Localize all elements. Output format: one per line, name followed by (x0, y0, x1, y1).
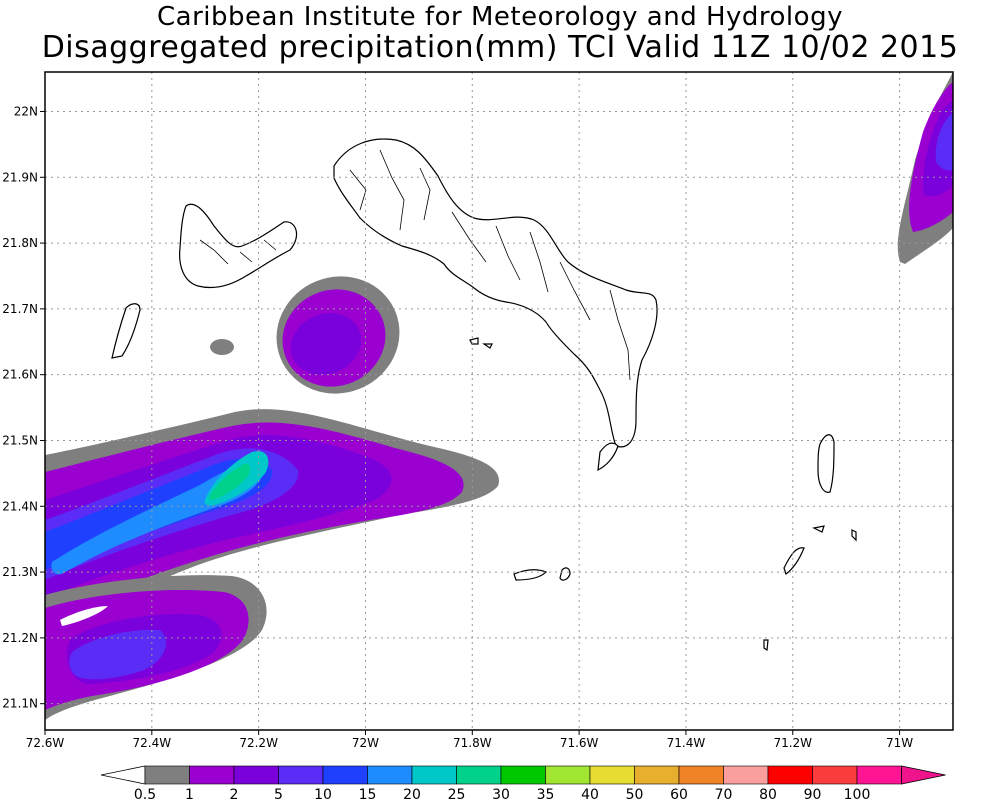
lon-tick-label: 72.2W (239, 736, 278, 750)
island-east-caicos-coast (597, 442, 619, 472)
colorbar-label: 50 (626, 787, 644, 800)
colorbar-label: 90 (804, 787, 822, 800)
colorbar-swatch (589, 765, 635, 785)
lat-tick-label: 22N (14, 104, 38, 118)
colorbar-label: 10 (314, 787, 332, 800)
island-small-cay-2 (812, 525, 825, 533)
colorbar-swatch (189, 765, 235, 785)
colorbar-swatch (545, 765, 591, 785)
colorbar-over-arrow (901, 765, 946, 785)
colorbar-label: 15 (359, 787, 377, 800)
precip-band-main (45, 409, 500, 632)
colorbar-swatch (367, 765, 413, 785)
lat-tick-label: 21.4N (2, 499, 38, 513)
coastlines (111, 138, 857, 652)
precip-fields (45, 72, 953, 720)
precip-blob-south (45, 575, 267, 720)
colorbar-label: 5 (274, 787, 283, 800)
colorbar-swatch (723, 765, 769, 785)
colorbar-swatch (678, 765, 724, 785)
lon-tick-label: 71.8W (453, 736, 492, 750)
map-frame (44, 71, 954, 731)
lon-tick-label: 71W (886, 736, 913, 750)
colorbar-label: 30 (492, 787, 510, 800)
island-small-cay-5 (482, 343, 493, 349)
colorbar-swatch (411, 765, 457, 785)
precip-blob-central (276, 276, 400, 394)
colorbar-label: 2 (230, 787, 239, 800)
lat-tick-label: 21.3N (2, 565, 38, 579)
island-small-cay-4 (469, 337, 479, 345)
island-small-cay-3 (851, 529, 857, 542)
lat-tick-label: 21.1N (2, 697, 38, 711)
colorbar-swatch (767, 765, 813, 785)
lat-tick-label: 21.8N (2, 236, 38, 250)
colorbar-swatch (500, 765, 546, 785)
lat-tick-label: 21.6N (2, 368, 38, 382)
lat-tick-label: 21.7N (2, 302, 38, 316)
island-ambergris-cay (559, 567, 571, 581)
colorbar-under-arrow (100, 765, 146, 785)
colorbar-label: 0.5 (134, 787, 156, 800)
lon-tick-label: 72W (352, 736, 379, 750)
grid-lines (45, 72, 953, 730)
island-south-caicos (513, 569, 548, 581)
island-grand-turk (817, 434, 835, 493)
colorbar-label: 70 (715, 787, 733, 800)
colorbar-label: 80 (759, 787, 777, 800)
lon-tick-label: 71.2W (773, 736, 812, 750)
island-small-cay-1 (763, 639, 769, 652)
colorbar-swatch (634, 765, 680, 785)
colorbar-swatch (456, 765, 502, 785)
lat-tick-label: 21.5N (2, 433, 38, 447)
title-block: Caribbean Institute for Meteorology and … (0, 2, 1000, 64)
island-north-caicos-west (179, 203, 298, 289)
district-boundaries (199, 149, 631, 381)
title-product: Disaggregated precipitation(mm) TCI Vali… (41, 30, 959, 65)
title-institute: Caribbean Institute for Meteorology and … (157, 2, 843, 32)
colorbar-swatch (812, 765, 858, 785)
colorbar-swatch (322, 765, 368, 785)
precip-blob-small (210, 339, 234, 355)
colorbar-swatch (856, 765, 902, 785)
lat-tick-label: 21.2N (2, 631, 38, 645)
lat-tick-label: 21.9N (2, 170, 38, 184)
colorbar: 0.5 1 2 5 10 15 20 25 30 35 40 50 60 70 80 90 100 (100, 765, 946, 800)
colorbar-label: 60 (670, 787, 688, 800)
colorbar-label: 1 (185, 787, 194, 800)
colorbar-label: 100 (844, 787, 871, 800)
island-caicos-main (333, 138, 658, 448)
colorbar-label: 40 (581, 787, 599, 800)
colorbar-swatch (144, 765, 190, 785)
island-west-caicos (111, 303, 141, 359)
island-salt-cay (783, 547, 805, 575)
colorbar-label: 20 (403, 787, 421, 800)
colorbar-swatch (278, 765, 324, 785)
precip-blob-northeast (897, 72, 953, 264)
colorbar-swatch (233, 765, 279, 785)
lon-tick-label: 71.4W (667, 736, 706, 750)
lon-tick-label: 72.6W (26, 736, 65, 750)
lat-tick-labels: 21.1N 21.2N 21.3N 21.4N 21.5N 21.6N 21.7N 21.8N… (2, 104, 45, 711)
colorbar-label: 25 (448, 787, 466, 800)
colorbar-label: 35 (537, 787, 555, 800)
lon-tick-labels: 72.6W 72.4W 72.2W 72W 71.8W 71.6W 71.4W 71.2W 71… (26, 730, 913, 750)
lon-tick-label: 71.6W (560, 736, 599, 750)
lon-tick-label: 72.4W (133, 736, 172, 750)
